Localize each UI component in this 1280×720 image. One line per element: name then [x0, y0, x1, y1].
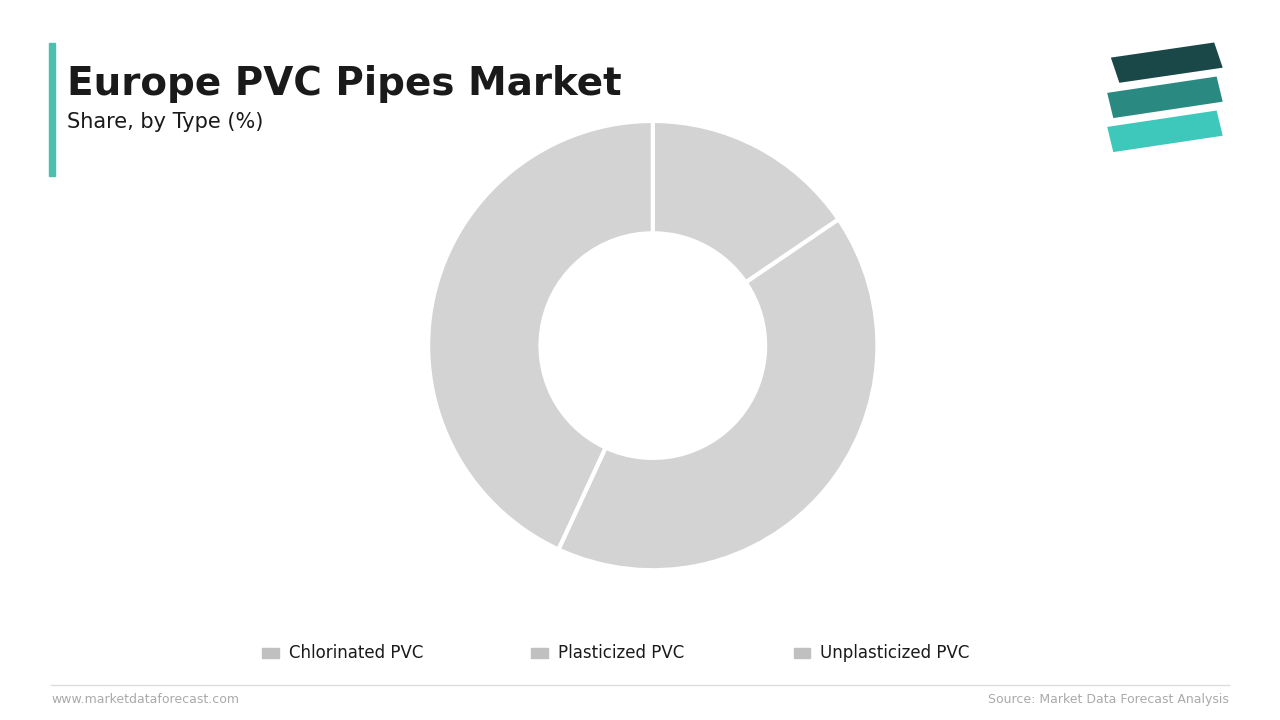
Polygon shape: [1107, 76, 1222, 118]
Text: Share, by Type (%): Share, by Type (%): [67, 112, 262, 132]
Text: www.marketdataforecast.com: www.marketdataforecast.com: [51, 693, 239, 706]
Text: Chlorinated PVC: Chlorinated PVC: [289, 644, 424, 662]
Text: Unplasticized PVC: Unplasticized PVC: [820, 644, 970, 662]
Polygon shape: [1107, 110, 1222, 152]
Wedge shape: [558, 220, 877, 570]
Polygon shape: [1111, 42, 1222, 83]
Wedge shape: [653, 121, 838, 282]
Text: Source: Market Data Forecast Analysis: Source: Market Data Forecast Analysis: [988, 693, 1229, 706]
Text: Europe PVC Pipes Market: Europe PVC Pipes Market: [67, 65, 621, 103]
Text: Plasticized PVC: Plasticized PVC: [558, 644, 685, 662]
Wedge shape: [429, 121, 653, 549]
